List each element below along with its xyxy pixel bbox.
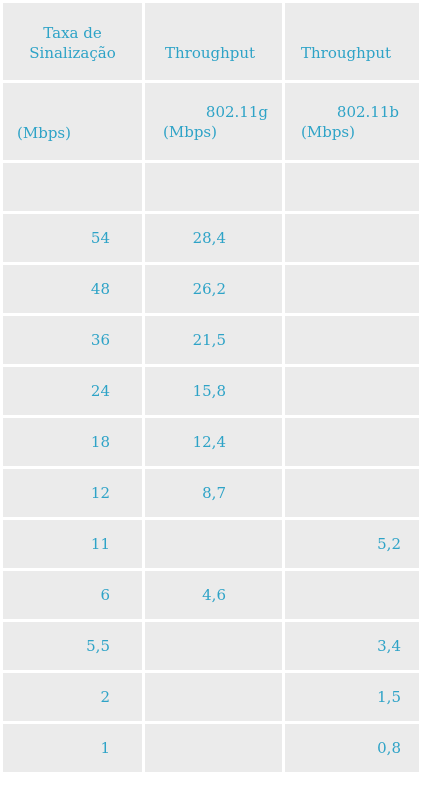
throughput-g-cell: 28,4 <box>145 214 285 265</box>
throughput-g-cell-value: 8,7 <box>202 484 226 502</box>
table-row: 36 21,5 <box>3 316 419 367</box>
rate-cell-value: 11 <box>90 535 110 553</box>
throughput-b-cell-value: 5,2 <box>377 535 401 553</box>
header-std-g: 802.11g <box>205 102 268 121</box>
rate-cell: 24 <box>3 367 145 418</box>
header-cell-throughput-g: Throughput <box>145 3 285 83</box>
header-rate-line2: Sinalização <box>29 44 116 62</box>
throughput-g-cell: 15,8 <box>145 367 285 418</box>
table-row: 11 5,2 <box>3 520 419 571</box>
header-units-row: (Mbps) 802.11g (Mbps) 802.11b (Mbps) <box>3 83 419 163</box>
throughput-g-cell: 4,6 <box>145 571 285 622</box>
rate-cell: 11 <box>3 520 145 571</box>
throughput-b-cell: 0,8 <box>285 724 419 775</box>
rate-cell-value: 36 <box>90 331 110 349</box>
rate-cell-value: 54 <box>90 229 110 247</box>
header-std-b: 802.11b <box>336 102 399 121</box>
throughput-g-cell-value: 28,4 <box>192 229 226 247</box>
rate-cell-value: 12 <box>90 484 110 502</box>
throughput-g-cell <box>145 622 285 673</box>
throughput-b-cell: 1,5 <box>285 673 419 724</box>
rate-cell-value: 24 <box>90 382 110 400</box>
rate-cell: 5,5 <box>3 622 145 673</box>
table-row: 5,5 3,4 <box>3 622 419 673</box>
throughput-g-cell <box>145 520 285 571</box>
rate-cell: 54 <box>3 214 145 265</box>
throughput-b-cell-value: 3,4 <box>377 637 401 655</box>
throughput-g-cell: 21,5 <box>145 316 285 367</box>
table-row: 24 15,8 <box>3 367 419 418</box>
throughput-g-cell: 8,7 <box>145 469 285 520</box>
rate-cell: 2 <box>3 673 145 724</box>
throughput-b-cell-value: 1,5 <box>377 688 401 706</box>
table-row: 6 4,6 <box>3 571 419 622</box>
header-throughput-g-label: Throughput <box>165 44 256 62</box>
throughput-g-cell-value: 12,4 <box>192 433 226 451</box>
throughput-b-cell <box>285 265 419 316</box>
throughput-b-cell-value: 0,8 <box>377 739 401 757</box>
rate-cell-value: 1 <box>100 739 110 757</box>
rate-cell: 48 <box>3 265 145 316</box>
throughput-b-cell: 5,2 <box>285 520 419 571</box>
table-row: 18 12,4 <box>3 418 419 469</box>
header-unit-cell-rate: (Mbps) <box>3 83 145 163</box>
throughput-b-cell <box>285 214 419 265</box>
table-row: 54 28,4 <box>3 214 419 265</box>
table-row: 2 1,5 <box>3 673 419 724</box>
rate-cell: 36 <box>3 316 145 367</box>
throughput-g-cell-value: 15,8 <box>192 382 226 400</box>
throughput-g-cell <box>145 724 285 775</box>
table-row: 1 0,8 <box>3 724 419 775</box>
throughput-g-cell <box>145 673 285 724</box>
throughput-b-cell <box>285 469 419 520</box>
throughput-g-cell-value: 4,6 <box>202 586 226 604</box>
spacer-row <box>3 163 419 214</box>
header-unit-g: (Mbps) <box>163 122 217 141</box>
rate-cell: 18 <box>3 418 145 469</box>
rate-cell-value: 18 <box>90 433 110 451</box>
table-row: 48 26,2 <box>3 265 419 316</box>
throughput-g-cell: 12,4 <box>145 418 285 469</box>
rate-cell-value: 5,5 <box>86 637 110 655</box>
header-unit-cell-g: 802.11g (Mbps) <box>145 83 285 163</box>
rate-cell-value: 48 <box>90 280 110 298</box>
throughput-g-cell-value: 26,2 <box>192 280 226 298</box>
spacer-cell <box>3 163 145 214</box>
header-row: Taxa de Sinalização Throughput Throughpu… <box>3 3 419 83</box>
table-row: 12 8,7 <box>3 469 419 520</box>
spacer-cell <box>145 163 285 214</box>
spacer-cell <box>285 163 419 214</box>
throughput-table: Taxa de Sinalização Throughput Throughpu… <box>3 3 419 775</box>
rate-cell: 12 <box>3 469 145 520</box>
throughput-b-cell <box>285 418 419 469</box>
rate-cell-value: 6 <box>100 586 110 604</box>
throughput-b-cell: 3,4 <box>285 622 419 673</box>
rate-cell-value: 2 <box>100 688 110 706</box>
header-throughput-b-label: Throughput <box>301 44 392 62</box>
throughput-b-cell <box>285 316 419 367</box>
header-cell-throughput-b: Throughput <box>285 3 419 83</box>
rate-cell: 6 <box>3 571 145 622</box>
throughput-b-cell <box>285 571 419 622</box>
throughput-g-cell-value: 21,5 <box>192 331 226 349</box>
throughput-b-cell <box>285 367 419 418</box>
header-cell-rate: Taxa de Sinalização <box>3 3 145 83</box>
header-unit-b: (Mbps) <box>301 122 355 141</box>
throughput-g-cell: 26,2 <box>145 265 285 316</box>
header-rate-unit: (Mbps) <box>17 124 71 142</box>
header-rate-line1: Taxa de <box>43 24 102 42</box>
rate-cell: 1 <box>3 724 145 775</box>
header-unit-cell-b: 802.11b (Mbps) <box>285 83 419 163</box>
